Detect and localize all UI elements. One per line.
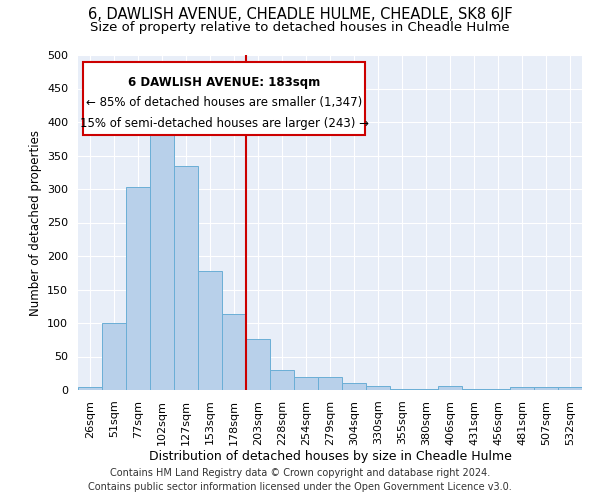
Text: 15% of semi-detached houses are larger (243) →: 15% of semi-detached houses are larger (… — [80, 117, 368, 130]
Bar — [222, 314, 246, 390]
Bar — [102, 323, 126, 390]
X-axis label: Distribution of detached houses by size in Cheadle Hulme: Distribution of detached houses by size … — [149, 450, 511, 464]
Bar — [294, 376, 318, 390]
Bar — [126, 187, 150, 390]
Bar — [150, 114, 174, 390]
Bar — [342, 384, 366, 390]
Bar — [318, 376, 342, 390]
Bar — [246, 339, 270, 390]
Bar — [558, 386, 582, 390]
Bar — [78, 386, 102, 390]
Text: Size of property relative to detached houses in Cheadle Hulme: Size of property relative to detached ho… — [90, 21, 510, 34]
Bar — [198, 270, 222, 390]
Bar — [174, 166, 198, 390]
Bar — [510, 386, 534, 390]
FancyBboxPatch shape — [83, 62, 365, 136]
Text: 6, DAWLISH AVENUE, CHEADLE HULME, CHEADLE, SK8 6JF: 6, DAWLISH AVENUE, CHEADLE HULME, CHEADL… — [88, 8, 512, 22]
Text: Contains HM Land Registry data © Crown copyright and database right 2024.
Contai: Contains HM Land Registry data © Crown c… — [88, 468, 512, 492]
Bar — [366, 386, 390, 390]
Text: ← 85% of detached houses are smaller (1,347): ← 85% of detached houses are smaller (1,… — [86, 96, 362, 110]
Bar — [438, 386, 462, 390]
Text: 6 DAWLISH AVENUE: 183sqm: 6 DAWLISH AVENUE: 183sqm — [128, 76, 320, 89]
Bar — [270, 370, 294, 390]
Y-axis label: Number of detached properties: Number of detached properties — [29, 130, 41, 316]
Bar — [534, 386, 558, 390]
